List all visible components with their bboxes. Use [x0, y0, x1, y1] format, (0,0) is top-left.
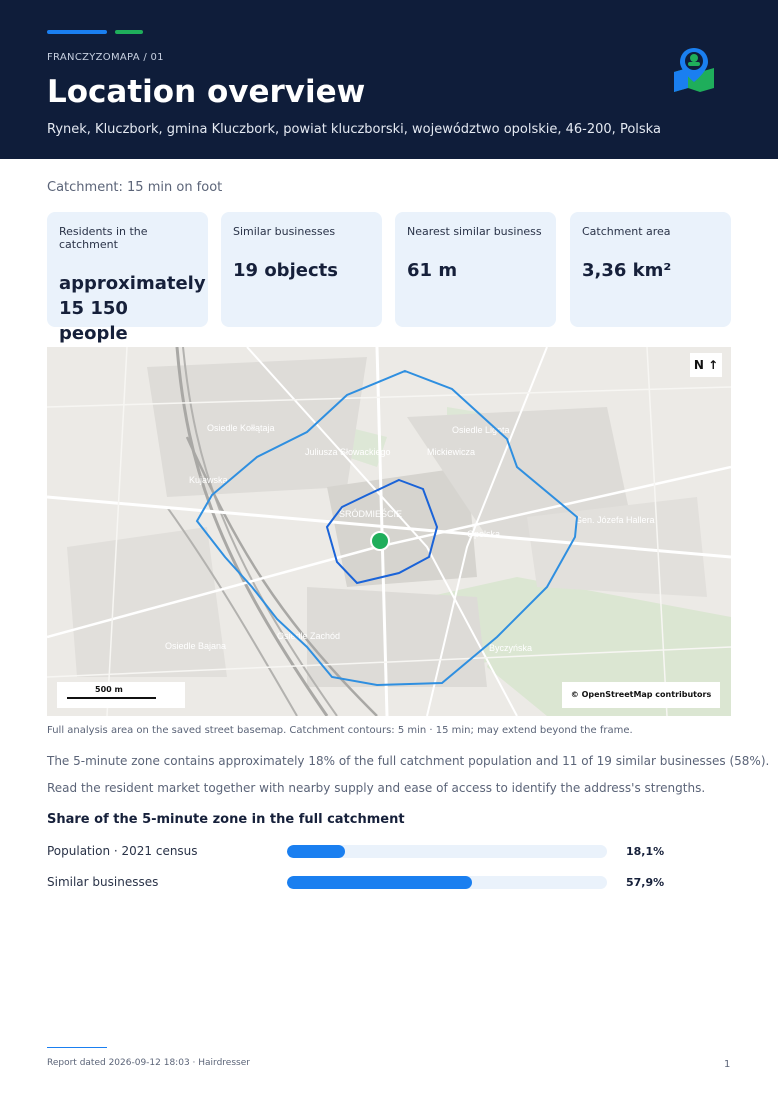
- card-residents: Residents in the catchment approximately…: [47, 212, 208, 344]
- map-label: ŚRÓDMIEŚCIE: [339, 508, 402, 519]
- bar-value-population: 18,1%: [626, 845, 665, 858]
- card-nearest-business: Nearest similar business 61 m: [395, 212, 556, 327]
- map-label: Kujawska: [189, 475, 228, 485]
- card-label: Nearest similar business: [407, 225, 542, 238]
- map-label: Osiedle Ligota: [452, 425, 510, 435]
- card-label: Similar businesses: [233, 225, 336, 238]
- card-catchment-area: Catchment area 3,36 km²: [570, 212, 731, 327]
- catchment-map[interactable]: Osiedle Kołłątaja Kujawska Juliusza Słow…: [47, 347, 731, 716]
- accent-bar-green: [115, 30, 143, 34]
- card-value: approximately 15 150 people: [59, 273, 206, 344]
- map-attribution[interactable]: © OpenStreetMap contributors: [562, 682, 720, 708]
- catchment-label: Catchment: 15 min on foot: [47, 180, 223, 195]
- scale-label: 500 m: [95, 685, 123, 694]
- card-value: 61 m: [407, 260, 458, 281]
- guidance-paragraph: Read the resident market together with n…: [47, 781, 706, 795]
- share-section-title: Share of the 5-minute zone in the full c…: [47, 812, 405, 827]
- bar-fill-population: [287, 845, 345, 858]
- map-label: Byczyńska: [489, 643, 532, 653]
- contour-5-min: [325, 478, 439, 585]
- map-label: Osiedle Kołłątaja: [207, 423, 275, 433]
- address-line: Rynek, Kluczbork, gmina Kluczbork, powia…: [47, 122, 661, 137]
- scale-bar: 500 m: [57, 682, 185, 708]
- map-label: Osiedle Zachód: [277, 631, 340, 641]
- accent-bar-blue: [47, 30, 107, 34]
- bar-label-businesses: Similar businesses: [47, 875, 159, 889]
- card-value: 19 objects: [233, 260, 338, 281]
- report-header: FRANCZYZOMAPA / 01 Location overview Ryn…: [0, 0, 778, 159]
- page-title: Location overview: [47, 74, 366, 110]
- north-arrow: N ↑: [690, 353, 722, 377]
- card-label: Catchment area: [582, 225, 671, 238]
- map-label: Mickiewicza: [427, 447, 475, 457]
- map-label: Gen. Józefa Hallera: [575, 515, 655, 525]
- bar-track-population: [287, 845, 607, 858]
- scale-line: [67, 697, 156, 699]
- summary-paragraph: The 5-minute zone contains approximately…: [47, 754, 770, 768]
- page-number: 1: [724, 1059, 731, 1070]
- map-basemap: Osiedle Kołłątaja Kujawska Juliusza Słow…: [47, 347, 731, 716]
- bar-label-population: Population · 2021 census: [47, 844, 198, 858]
- contour-15-min: [195, 369, 579, 687]
- bar-value-businesses: 57,9%: [626, 876, 665, 889]
- map-pin-person-icon: [674, 48, 714, 92]
- card-value: 3,36 km²: [582, 260, 672, 281]
- map-label: Opolska: [467, 529, 500, 539]
- card-similar-businesses: Similar businesses 19 objects: [221, 212, 382, 327]
- report-kicker: FRANCZYZOMAPA / 01: [47, 52, 164, 63]
- map-caption: Full analysis area on the saved street b…: [47, 725, 633, 736]
- bar-fill-businesses: [287, 876, 473, 889]
- card-label: Residents in the catchment: [59, 225, 148, 251]
- location-marker: [370, 531, 390, 551]
- bar-track-businesses: [287, 876, 607, 889]
- footer-report-date: Report dated 2026-09-12 18:03 · Hairdres…: [47, 1058, 250, 1068]
- footer-divider: [47, 1047, 107, 1048]
- map-label: Osiedle Bajana: [165, 641, 226, 651]
- map-label: Juliusza Słowackiego: [305, 447, 391, 457]
